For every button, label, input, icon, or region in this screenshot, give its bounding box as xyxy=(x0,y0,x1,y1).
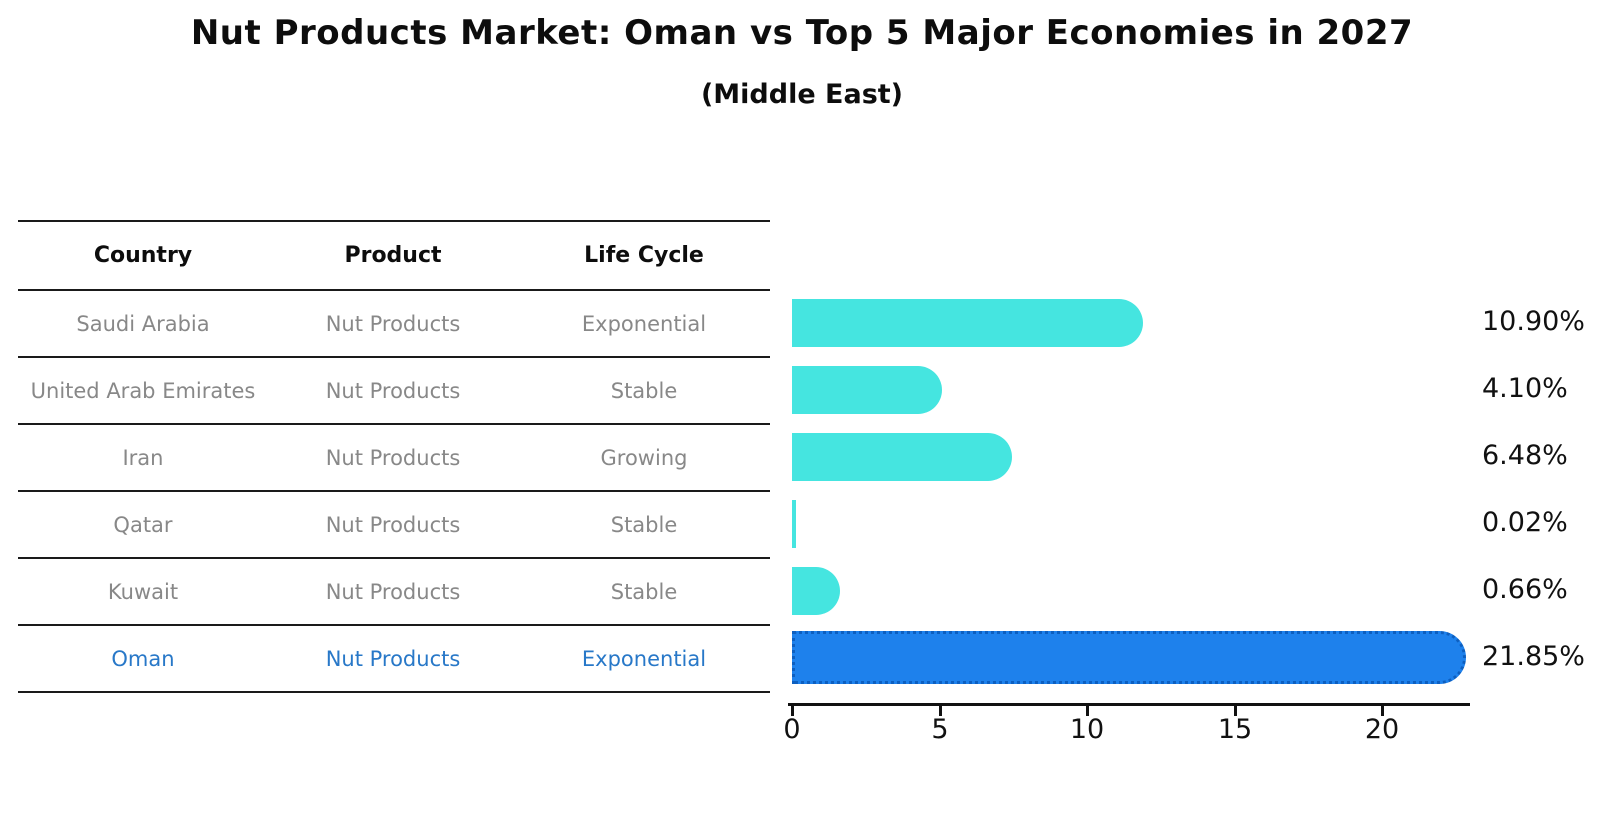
cell-life-cycle: Exponential xyxy=(581,311,707,336)
table-row-kuwait: Kuwait Nut Products Stable xyxy=(18,557,770,624)
x-axis xyxy=(788,703,1470,706)
column-header-product: Product xyxy=(344,243,442,268)
x-axis-tick-label: 10 xyxy=(1069,714,1105,745)
x-axis-tick xyxy=(1381,706,1384,716)
table-row-oman: Oman Nut Products Exponential xyxy=(18,624,770,691)
cell-country: Iran xyxy=(122,445,164,470)
x-axis-tick-label: 20 xyxy=(1364,714,1400,745)
table-row-united-arab-emirates: United Arab Emirates Nut Products Stable xyxy=(18,356,770,423)
cell-country: Oman xyxy=(111,646,175,671)
value-label-qatar: 0.02% xyxy=(1482,507,1568,538)
cell-product: Nut Products xyxy=(325,646,461,671)
cell-country: Saudi Arabia xyxy=(76,311,210,336)
value-label-saudi-arabia: 10.90% xyxy=(1482,306,1585,337)
cell-product: Nut Products xyxy=(325,311,461,336)
value-label-iran: 6.48% xyxy=(1482,440,1568,471)
chart-title: Nut Products Market: Oman vs Top 5 Major… xyxy=(190,13,1414,53)
cell-country: Kuwait xyxy=(107,579,179,604)
bar-qatar xyxy=(792,500,796,548)
cell-country: Qatar xyxy=(113,512,173,537)
cell-life-cycle: Exponential xyxy=(581,646,707,671)
bar-iran xyxy=(792,433,1012,481)
value-label-united-arab-emirates: 4.10% xyxy=(1482,373,1568,404)
bar-saudi-arabia xyxy=(792,299,1143,347)
cell-product: Nut Products xyxy=(325,378,461,403)
cell-life-cycle: Growing xyxy=(600,445,688,470)
table-row-qatar: Qatar Nut Products Stable xyxy=(18,490,770,557)
x-axis-tick-label: 0 xyxy=(783,714,801,745)
table-header-row: Country Product Life Cycle xyxy=(18,220,770,289)
x-axis-tick xyxy=(1086,706,1089,716)
x-axis-tick xyxy=(939,706,942,716)
comparison-table: Country Product Life Cycle Saudi Arabia N… xyxy=(18,220,770,693)
cell-country: United Arab Emirates xyxy=(30,378,256,403)
table-row-saudi-arabia: Saudi Arabia Nut Products Exponential xyxy=(18,289,770,356)
x-axis-tick xyxy=(791,706,794,716)
cell-life-cycle: Stable xyxy=(610,512,678,537)
cell-life-cycle: Stable xyxy=(610,378,678,403)
x-axis-tick-label: 15 xyxy=(1217,714,1253,745)
cell-life-cycle: Stable xyxy=(610,579,678,604)
chart-subtitle: (Middle East) xyxy=(700,79,904,110)
x-axis-tick xyxy=(1234,706,1237,716)
bar-kuwait xyxy=(792,567,840,615)
cell-product: Nut Products xyxy=(325,512,461,537)
value-label-kuwait: 0.66% xyxy=(1482,574,1568,605)
bar-oman xyxy=(792,631,1466,684)
table-row-iran: Iran Nut Products Growing xyxy=(18,423,770,490)
bar-united-arab-emirates xyxy=(792,366,942,414)
x-axis-tick-label: 5 xyxy=(931,714,949,745)
value-label-oman: 21.85% xyxy=(1482,641,1585,672)
column-header-life-cycle: Life Cycle xyxy=(584,243,704,268)
cell-product: Nut Products xyxy=(325,579,461,604)
cell-product: Nut Products xyxy=(325,445,461,470)
column-header-country: Country xyxy=(93,243,193,268)
